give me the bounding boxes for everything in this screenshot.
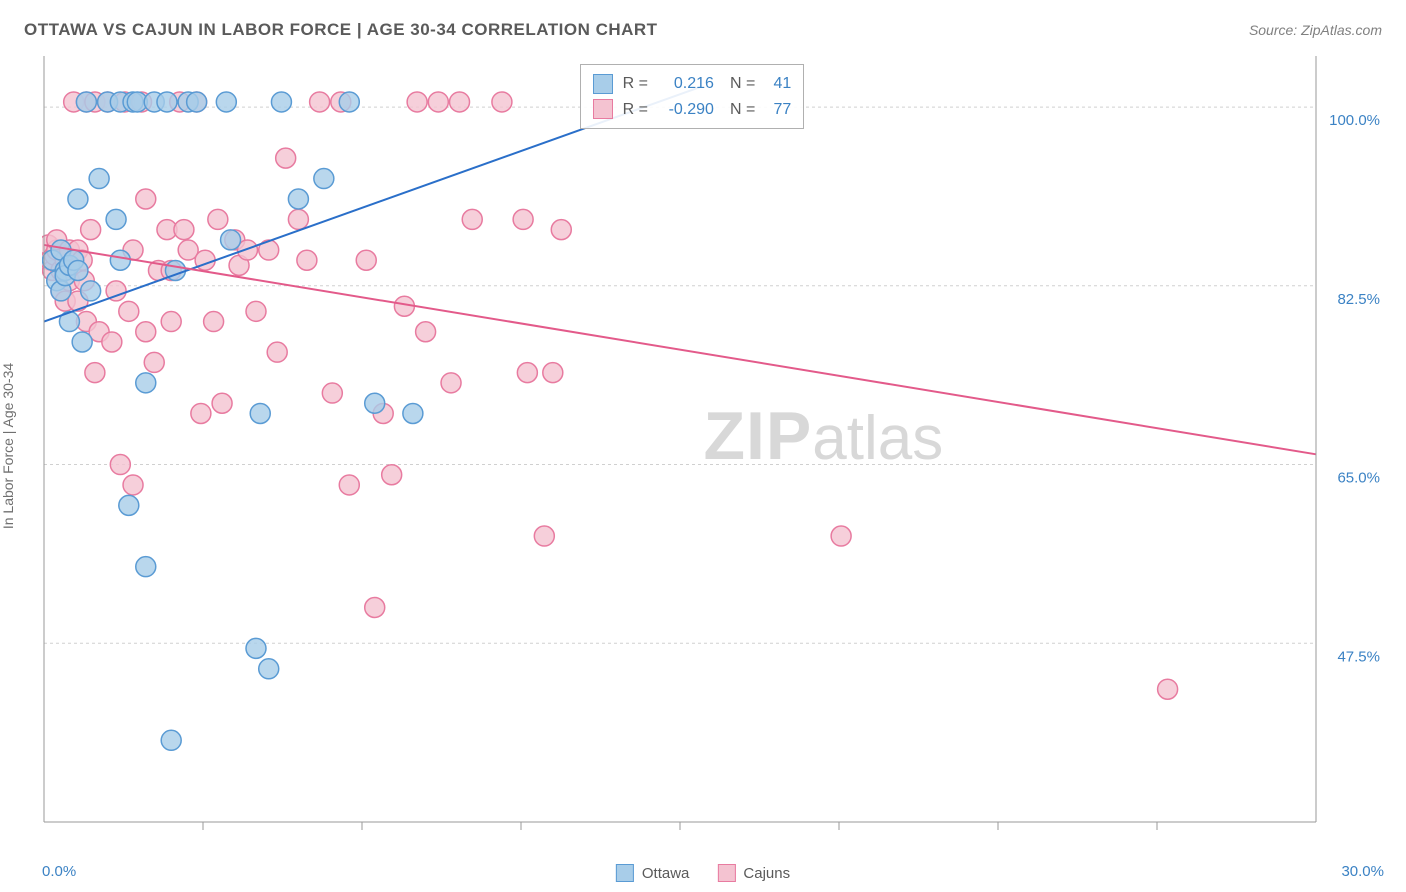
correlation-stats-box: R =0.216 N =41 R =-0.290 N =77: [580, 64, 805, 129]
n-value: 41: [761, 71, 791, 97]
x-axis-min-label: 0.0%: [42, 863, 76, 880]
stats-row: R =-0.290 N =77: [593, 97, 792, 123]
svg-text:82.5%: 82.5%: [1337, 291, 1380, 308]
legend-label: Cajuns: [743, 865, 790, 882]
legend-swatch: [616, 864, 634, 882]
r-label: R =: [623, 97, 648, 123]
legend-swatch: [593, 74, 613, 94]
r-label: R =: [623, 71, 648, 97]
plot-area: 47.5%65.0%82.5%100.0% ZIPatlas R =0.216N…: [42, 52, 1386, 852]
r-value: 0.216: [654, 71, 714, 97]
n-label: N =: [730, 97, 755, 123]
legend: Ottawa Cajuns: [616, 864, 790, 882]
n-value: 77: [761, 97, 791, 123]
scatter-chart: 47.5% 65.0% 82.5% 100.0%: [42, 52, 1386, 852]
legend-label: Ottawa: [642, 865, 690, 882]
legend-item: Cajuns: [717, 864, 790, 882]
chart-title: OTTAWA VS CAJUN IN LABOR FORCE | AGE 30-…: [24, 20, 658, 40]
chart-header: OTTAWA VS CAJUN IN LABOR FORCE | AGE 30-…: [0, 0, 1406, 46]
svg-text:65.0%: 65.0%: [1337, 470, 1380, 487]
legend-swatch: [593, 99, 613, 119]
legend-swatch: [717, 864, 735, 882]
n-label: N =: [730, 71, 755, 97]
source-attribution: Source: ZipAtlas.com: [1249, 22, 1382, 38]
svg-text:100.0%: 100.0%: [1329, 112, 1380, 129]
legend-item: Ottawa: [616, 864, 690, 882]
y-axis-label: In Labor Force | Age 30-34: [0, 363, 16, 529]
stats-row: R =0.216 N =41: [593, 71, 792, 97]
r-value: -0.290: [654, 97, 714, 123]
svg-text:47.5%: 47.5%: [1337, 648, 1380, 665]
x-axis-max-label: 30.0%: [1341, 863, 1384, 880]
